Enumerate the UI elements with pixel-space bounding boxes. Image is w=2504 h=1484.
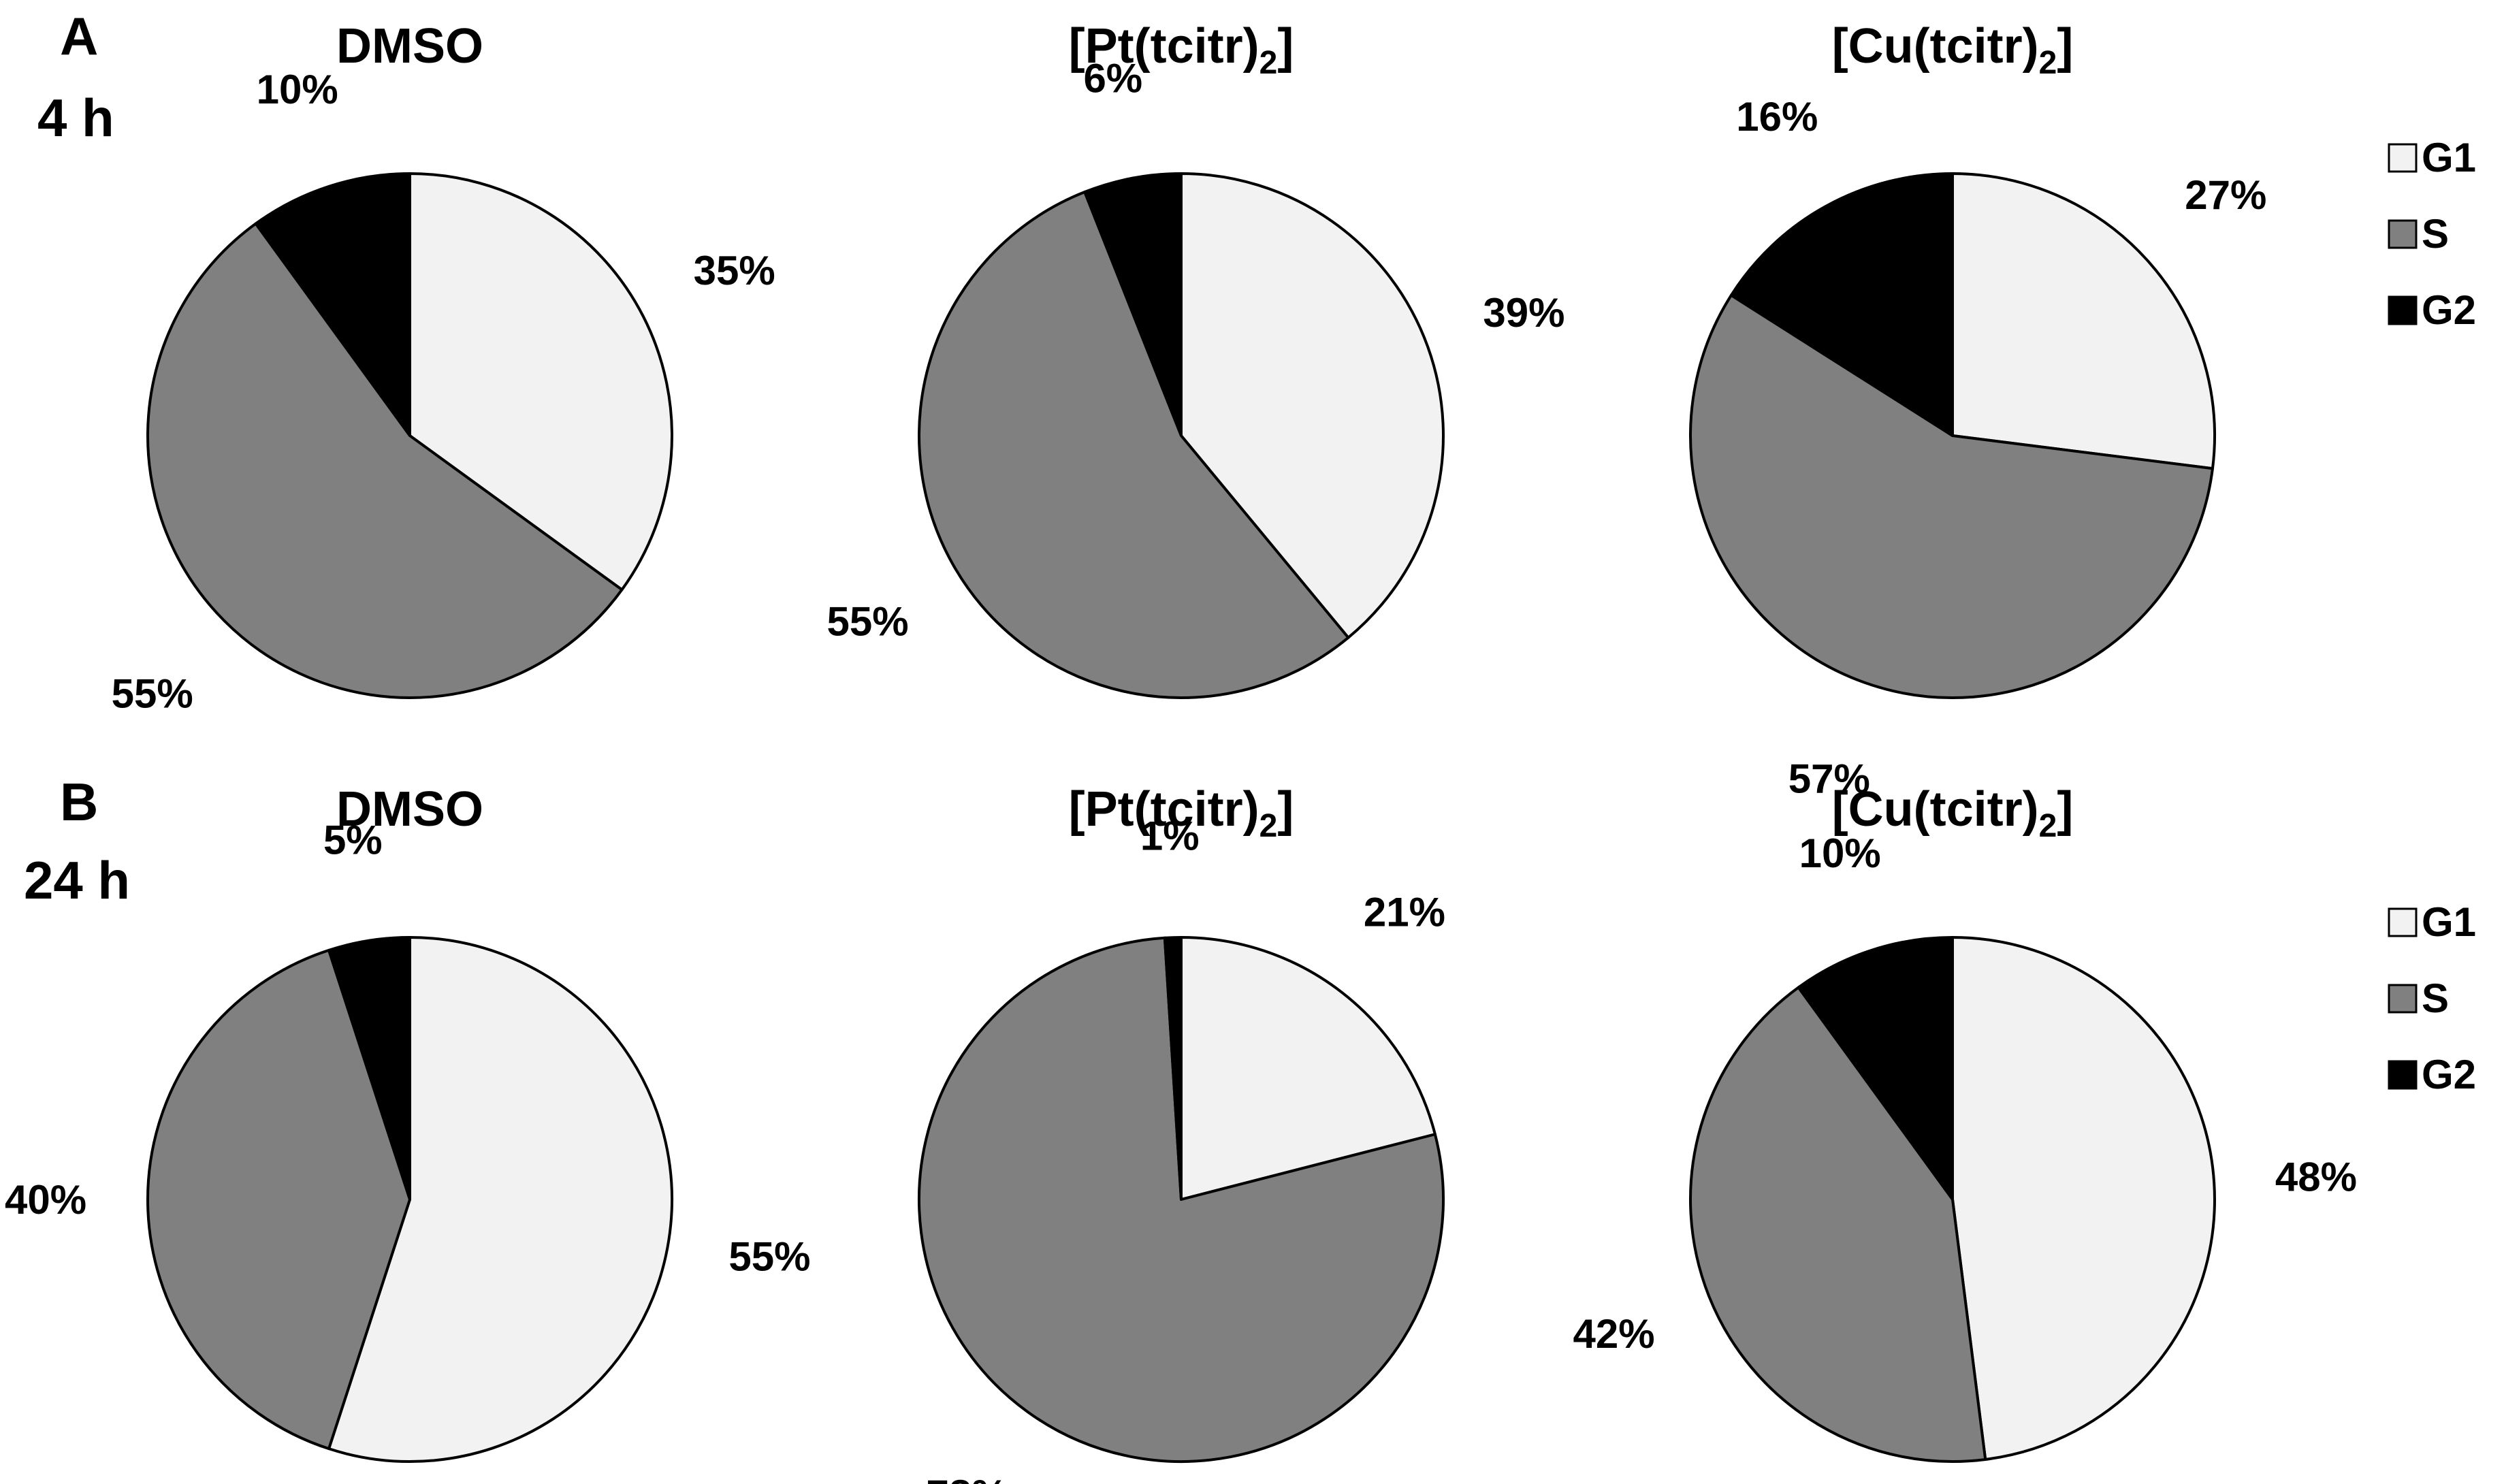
pie-title-end: ] [2057, 782, 2073, 837]
slice-label-s: 42% [1573, 1311, 1655, 1357]
legend-label-s: S [2422, 211, 2449, 257]
pie-title-subscript: 2 [1259, 45, 1278, 81]
legend-label-g1: G1 [2422, 899, 2476, 945]
pie-title: [Cu(tcitr)2] [1832, 782, 2074, 844]
slice-label-g2: 6% [1083, 56, 1142, 101]
slice-label-s: 55% [826, 598, 908, 644]
legend-label-g1: G1 [2422, 135, 2476, 180]
pie-title-main: [Cu(tcitr) [1832, 782, 2039, 837]
pie-title-main: DMSO [336, 782, 483, 837]
slice-label-g1: 39% [1483, 290, 1564, 336]
pie-title-subscript: 2 [2039, 808, 2057, 844]
panel-time-b: 24 h [24, 850, 130, 910]
pie-chart-4: DMSO 55% 40% 5% [5, 782, 810, 1463]
pie-charts: DMSO35%55%10%[Pt(tcitr)2]39%55%6%[Cu(tci… [5, 19, 2357, 1484]
legends: G1 S G2 G1 S G2 [2388, 135, 2476, 1097]
pie-slice-s [146, 948, 411, 1451]
panel-time-a: 4 h [37, 88, 114, 148]
slice-label-s: 55% [112, 671, 193, 716]
slice-label-s: 78% [926, 1472, 1008, 1484]
slice-label-g1: 48% [2275, 1154, 2357, 1199]
pie-title-main: [Pt(tcitr) [1069, 782, 1259, 837]
pie-slice-s [1689, 986, 1987, 1463]
pie-slice-g1 [1180, 172, 1445, 639]
pie-chart-5: [Pt(tcitr)2] 21% 78% 1% [918, 782, 1445, 1484]
legend-swatch-g2 [2388, 295, 2418, 325]
legend-a: G1 S G2 [2388, 135, 2476, 333]
pie-slice-g2 [1083, 172, 1183, 437]
pie-chart-6: [Cu(tcitr)2] 48% 42% 10% [1573, 782, 2357, 1463]
panel-labels: A 4 h B 24 h [24, 6, 130, 910]
pie-slice-g2 [1163, 936, 1183, 1201]
slice-label-g2: 16% [1736, 94, 1818, 140]
slice-label-g2: 10% [257, 67, 338, 112]
pie-title: [Pt(tcitr)2] [1069, 782, 1294, 844]
slice-label-g2: 10% [1799, 830, 1881, 876]
pie-title-subscript: 2 [1259, 808, 1278, 844]
pie-title-main: [Cu(tcitr) [1832, 19, 2039, 74]
pie-title-end: ] [2057, 19, 2073, 74]
pie-slice-g1 [1951, 936, 2216, 1461]
pie-slice-g2 [254, 172, 411, 437]
pie-title: [Pt(tcitr)2] [1069, 19, 1294, 81]
slice-label-s: 57% [1788, 756, 1870, 801]
slice-label-g1: 35% [694, 248, 775, 293]
legend-swatch-g1 [2388, 143, 2418, 173]
pie-title-end: ] [1277, 19, 1294, 74]
legend-swatch-g1 [2388, 907, 2418, 937]
pie-title-end: ] [1277, 782, 1294, 837]
pie-chart-2: [Pt(tcitr)2] 39% 55% 6% [826, 19, 1564, 699]
slice-label-g2: 5% [323, 818, 383, 863]
slice-label-g1: 27% [2185, 172, 2266, 218]
pie-slice-g2 [1797, 936, 1954, 1201]
pie-slice-s [1689, 293, 2214, 699]
legend-swatch-s [2388, 984, 2418, 1014]
slice-label-g1: 21% [1364, 889, 1445, 935]
pie-title: DMSO [336, 19, 483, 74]
legend-label-g2: G2 [2422, 287, 2476, 333]
panel-letter-b: B [60, 772, 98, 832]
pie-title: DMSO [336, 782, 483, 837]
pie-chart-1: DMSO 35% 55% 10% [112, 19, 775, 716]
legend-label-g2: G2 [2422, 1052, 2476, 1097]
pie-slice-g2 [1729, 172, 1954, 437]
legend-b: G1 S G2 [2388, 899, 2476, 1097]
slice-label-g1: 55% [728, 1234, 810, 1280]
pie-title-subscript: 2 [2039, 45, 2057, 81]
slice-label-g2: 1% [1140, 813, 1200, 858]
pie-chart-3: [Cu(tcitr)2] 27% 57% 16% [1689, 19, 2266, 801]
pie-slice-g1 [1180, 936, 1436, 1201]
pie-title: [Cu(tcitr)2] [1832, 19, 2074, 81]
pie-slice-g1 [408, 172, 673, 592]
pie-slice-s [918, 191, 1350, 699]
pie-slice-g1 [1951, 172, 2216, 470]
pie-title-main: [Pt(tcitr) [1069, 19, 1259, 74]
pie-slice-s [146, 222, 624, 699]
legend-swatch-g2 [2388, 1060, 2418, 1090]
pie-title-main: DMSO [336, 19, 483, 74]
slice-label-s: 40% [5, 1177, 86, 1223]
legend-label-s: S [2422, 975, 2449, 1021]
pie-slice-g1 [327, 936, 673, 1463]
panel-letter-a: A [60, 6, 98, 66]
pie-slice-g2 [327, 936, 411, 1201]
legend-swatch-s [2388, 219, 2418, 249]
